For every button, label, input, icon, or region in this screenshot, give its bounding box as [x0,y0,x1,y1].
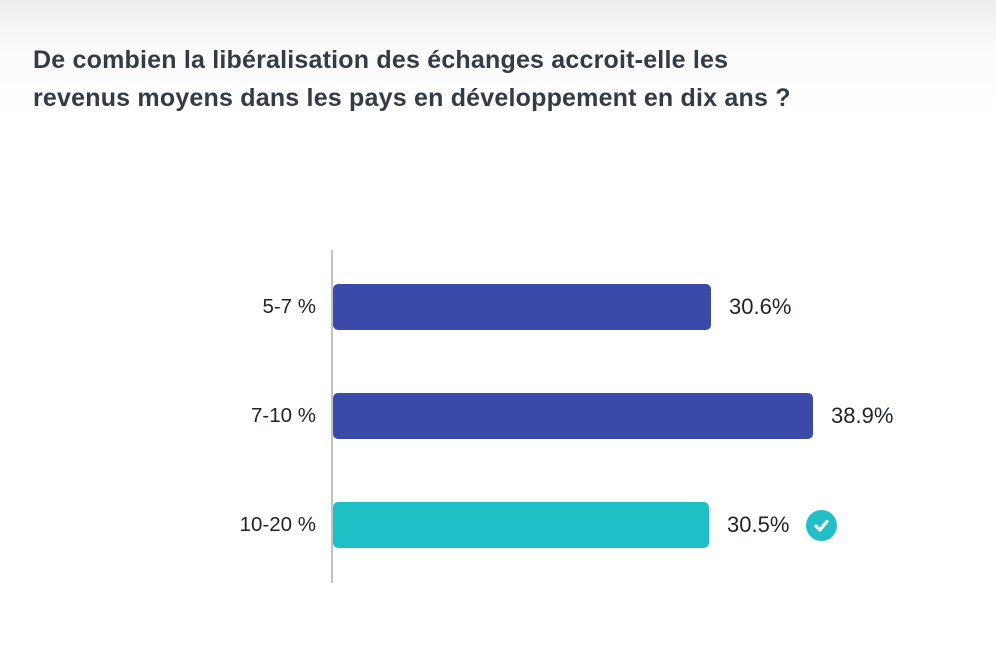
check-icon [814,519,830,532]
value-label: 30.5% [727,512,790,537]
answer-label: 7-10 % [251,404,316,427]
axis-line [331,250,333,583]
answer-row: 5-7 % 30.6% [0,284,996,330]
question-title: De combien la libéralisation des échange… [33,41,963,117]
answer-row: 7-10 % 38.9% [0,393,996,439]
question-title-line-2: revenus moyens dans les pays en développ… [33,84,791,112]
question-title-line-1: De combien la libéralisation des échange… [33,46,729,74]
answer-bar [333,393,813,439]
answer-label: 5-7 % [262,295,316,318]
value-group: 30.6% [729,284,791,330]
value-label: 30.6% [729,294,792,319]
value-group: 38.9% [831,393,893,439]
correct-answer-badge [806,509,838,541]
answer-bar [333,284,711,330]
answer-row: 10-20 % 30.5% [0,502,996,548]
value-group: 30.5% [727,502,838,548]
value-label: 38.9% [831,403,894,428]
answer-bar [333,502,709,548]
answer-label: 10-20 % [239,513,316,536]
